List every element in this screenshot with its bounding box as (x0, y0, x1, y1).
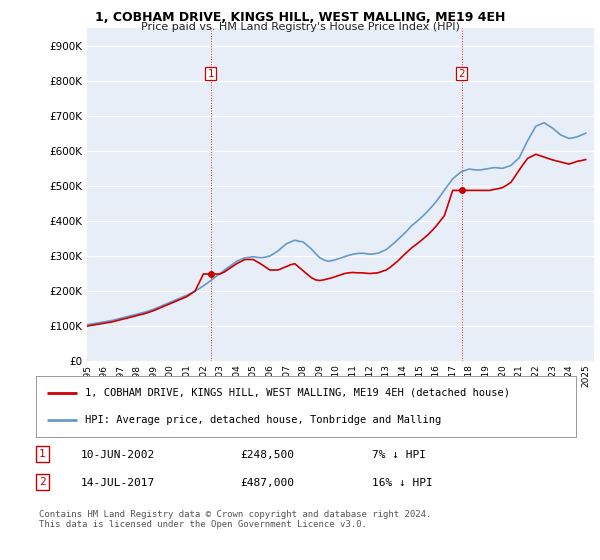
Text: 1: 1 (39, 449, 46, 459)
Text: 1, COBHAM DRIVE, KINGS HILL, WEST MALLING, ME19 4EH: 1, COBHAM DRIVE, KINGS HILL, WEST MALLIN… (95, 11, 505, 24)
Text: Contains HM Land Registry data © Crown copyright and database right 2024.
This d: Contains HM Land Registry data © Crown c… (39, 510, 431, 529)
Text: 2: 2 (458, 68, 465, 78)
Text: HPI: Average price, detached house, Tonbridge and Malling: HPI: Average price, detached house, Tonb… (85, 416, 441, 426)
Text: 16% ↓ HPI: 16% ↓ HPI (372, 478, 433, 488)
Text: 14-JUL-2017: 14-JUL-2017 (81, 478, 155, 488)
Text: 1: 1 (208, 68, 214, 78)
Text: 1, COBHAM DRIVE, KINGS HILL, WEST MALLING, ME19 4EH (detached house): 1, COBHAM DRIVE, KINGS HILL, WEST MALLIN… (85, 388, 509, 398)
Text: 2: 2 (39, 477, 46, 487)
Text: Price paid vs. HM Land Registry's House Price Index (HPI): Price paid vs. HM Land Registry's House … (140, 22, 460, 32)
Text: £487,000: £487,000 (240, 478, 294, 488)
Text: £248,500: £248,500 (240, 450, 294, 460)
Text: 7% ↓ HPI: 7% ↓ HPI (372, 450, 426, 460)
Text: 10-JUN-2002: 10-JUN-2002 (81, 450, 155, 460)
